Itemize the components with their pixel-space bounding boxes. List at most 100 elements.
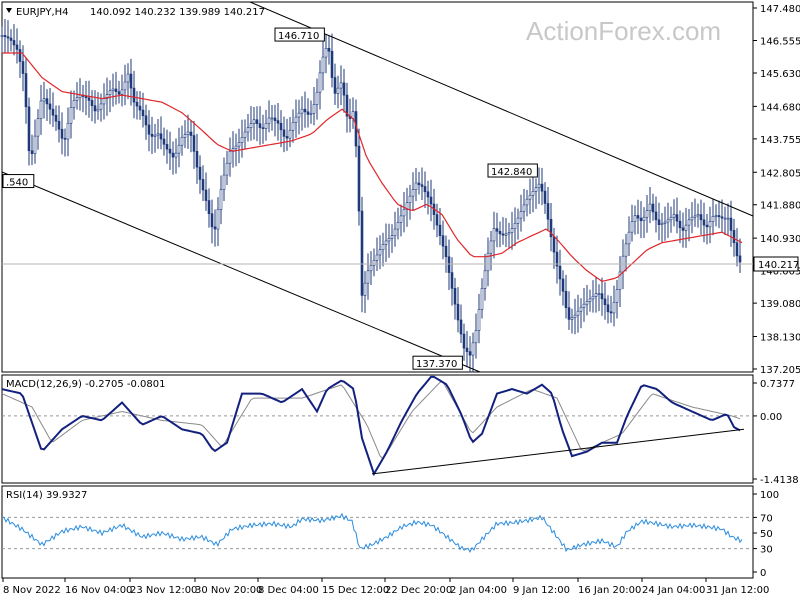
watermark: ActionForex.com <box>526 16 721 46</box>
price-bar-body <box>63 137 67 140</box>
price-bar-body <box>219 189 223 210</box>
price-bar-body <box>477 309 481 331</box>
price-axis-label: 147.480 <box>760 4 800 15</box>
price-bar-body <box>246 127 250 133</box>
macd-line <box>1 375 741 477</box>
price-bar-body <box>345 94 349 117</box>
price-axis-label: 143.755 <box>760 135 800 146</box>
price-bar-body <box>570 317 574 320</box>
price-bar-body <box>3 35 7 38</box>
time-axis-label: 8 Dec 04:00 <box>258 585 319 596</box>
price-bar-body <box>312 104 316 114</box>
price-bar-body <box>537 183 541 188</box>
price-bar-body <box>594 293 598 297</box>
price-bar-body <box>159 133 163 140</box>
price-bar-body <box>735 242 739 257</box>
price-bar-body <box>273 117 277 121</box>
macd-panel-frame <box>1 374 754 484</box>
price-bar-body <box>9 37 13 41</box>
time-axis-label: 9 Jan 12:00 <box>513 585 570 596</box>
price-bar-body <box>573 314 577 318</box>
price-bar-body <box>339 82 343 89</box>
price-bar-body <box>138 105 142 111</box>
price-bar-body <box>492 228 496 242</box>
price-bar-body <box>636 215 640 219</box>
collapse-triangle-icon[interactable] <box>6 8 12 13</box>
price-bar-body <box>642 216 646 222</box>
price-bar-body <box>387 238 391 242</box>
price-bar-body <box>249 123 253 128</box>
price-bar-body <box>453 288 457 305</box>
price-bar-body <box>675 214 679 222</box>
price-bar-body <box>264 122 268 129</box>
price-bar-body <box>189 131 193 136</box>
price-bar-body <box>420 184 424 187</box>
price-bar-body <box>216 209 220 230</box>
price-bar-body <box>681 227 685 231</box>
price-bar-body <box>447 256 451 273</box>
price-bar-body <box>213 226 217 230</box>
price-bar-body <box>324 47 328 58</box>
price-bar-body <box>171 152 175 158</box>
price-bar-body <box>411 189 415 197</box>
price-bar-body <box>726 217 730 220</box>
price-bar-body <box>714 215 718 217</box>
price-bar-body <box>528 194 532 200</box>
price-bar-body <box>702 219 706 226</box>
price-bar-body <box>30 150 34 154</box>
price-bar-body <box>627 231 631 245</box>
price-bar-body <box>510 228 514 233</box>
price-bar-body <box>657 219 661 225</box>
price-bar-body <box>288 129 292 139</box>
price-bar-body <box>372 259 376 266</box>
rsi-panel: RSI(14) 39.9327 100 70 50 30 0 <box>1 485 779 579</box>
price-bar-body <box>630 221 634 233</box>
price-bar-body <box>78 94 82 99</box>
price-bar-body <box>330 50 334 78</box>
price-bar-body <box>333 77 337 94</box>
price-bar-body <box>108 90 112 95</box>
price-bar-body <box>603 298 607 306</box>
time-axis-label: 8 Nov 2022 <box>3 585 61 596</box>
price-bar-body <box>105 94 109 99</box>
price-bar-body <box>60 128 64 139</box>
price-annotation-box <box>274 27 325 42</box>
price-bar-body <box>39 100 43 119</box>
price-bar-body <box>588 298 592 302</box>
price-bar-body <box>84 96 88 99</box>
price-annotation-box <box>412 355 463 370</box>
time-axis-label: 22 Dec 20:00 <box>385 585 452 596</box>
price-bar-body <box>99 103 103 110</box>
price-bar-body <box>582 303 586 308</box>
price-bar-body <box>555 251 559 267</box>
price-bar-body <box>87 97 91 101</box>
time-axis-label: 2 Jan 04:00 <box>450 585 507 596</box>
time-axis-label: 16 Nov 04:00 <box>65 585 132 596</box>
price-bar-body <box>669 216 673 221</box>
price-bar-body <box>465 347 469 352</box>
price-annotations: 146.710 142.840 137.370 .540 <box>2 27 538 370</box>
price-bar-body <box>567 307 571 320</box>
price-bar-body <box>48 103 52 110</box>
price-bar-body <box>693 215 697 218</box>
time-axis-label: 30 Nov 20:00 <box>195 585 262 596</box>
price-bar-body <box>402 209 406 217</box>
price-axis-label: 145.630 <box>760 69 800 80</box>
price-bar-body <box>33 135 37 154</box>
price-bar-body <box>684 224 688 231</box>
price-bar-body <box>711 216 715 222</box>
price-bar-body <box>534 187 538 192</box>
price-bar-body <box>54 114 58 122</box>
price-bar-body <box>609 311 613 314</box>
price-bar-body <box>300 108 304 114</box>
price-bar-body <box>438 224 442 236</box>
price-bar-body <box>117 91 121 95</box>
price-bar-body <box>486 252 490 272</box>
price-bar-body <box>525 198 529 206</box>
price-annotation-box <box>2 174 35 189</box>
price-bar-body <box>309 112 313 115</box>
price-bar-body <box>282 129 286 137</box>
price-bar-body <box>516 217 520 224</box>
price-bar-body <box>531 191 535 196</box>
price-bar-body <box>576 310 580 316</box>
